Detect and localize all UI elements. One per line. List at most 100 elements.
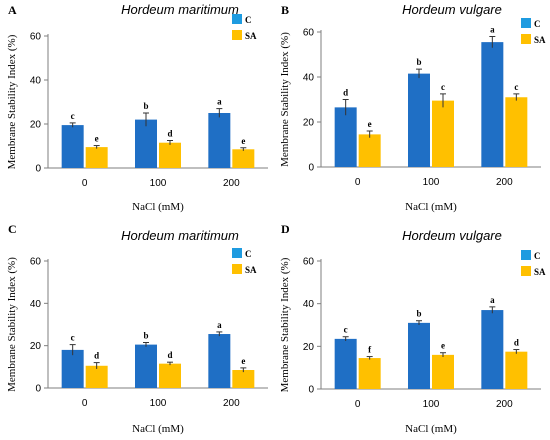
- significance-letter: b: [143, 330, 148, 340]
- legend-label-c: C: [245, 249, 252, 259]
- chart-panel-b: B Hordeum vulgare 0 20 40 60 Membrane Stabilit…: [279, 2, 546, 213]
- significance-letter: a: [217, 320, 222, 330]
- bar-c: [481, 42, 504, 167]
- x-tick-label: 200: [223, 178, 240, 189]
- legend-swatch-sa: [232, 264, 242, 274]
- chart-title: Hordeum maritimum: [121, 228, 239, 243]
- panel-label: A: [8, 3, 17, 17]
- x-tick-label: 100: [423, 399, 440, 410]
- y-axis-label: Membrane Stability Index (%): [279, 257, 291, 392]
- significance-letter: c: [344, 325, 348, 335]
- legend-swatch-sa: [521, 266, 531, 276]
- bar-sa: [159, 142, 181, 168]
- legend-swatch-sa: [521, 34, 531, 44]
- y-axis-label: Membrane Stability Index (%): [6, 34, 18, 169]
- x-tick-label: 100: [150, 178, 167, 189]
- x-tick-label: 0: [82, 178, 88, 189]
- significance-letter: a: [490, 25, 495, 35]
- significance-letter: d: [167, 129, 172, 139]
- y-tick-label: 60: [30, 32, 42, 43]
- x-tick-label: 200: [496, 399, 513, 410]
- bar-c: [408, 73, 430, 167]
- bar-c: [135, 119, 157, 168]
- significance-letter: d: [167, 350, 172, 360]
- legend-label-c: C: [534, 19, 541, 29]
- significance-letter: e: [95, 134, 99, 144]
- y-tick-label: 0: [308, 163, 314, 174]
- significance-letter: e: [441, 341, 445, 351]
- significance-letter: b: [416, 57, 421, 67]
- bar-sa: [85, 147, 108, 168]
- bar-c: [61, 125, 84, 168]
- chart-title: Hordeum maritimum: [121, 2, 239, 17]
- legend-swatch-c: [232, 248, 242, 258]
- bar-sa: [232, 149, 255, 168]
- significance-letter: b: [143, 101, 148, 111]
- y-tick-label: 20: [303, 342, 315, 353]
- x-tick-label: 0: [355, 399, 361, 410]
- y-tick-label: 60: [30, 257, 42, 268]
- x-tick-label: 0: [82, 398, 88, 409]
- bar-sa: [358, 134, 381, 167]
- chart-title: Hordeum vulgare: [402, 228, 502, 243]
- x-tick-label: 100: [423, 177, 440, 188]
- x-axis-label: NaCl (mM): [405, 201, 457, 213]
- legend-label-sa: SA: [245, 31, 257, 41]
- significance-letter: d: [94, 351, 99, 361]
- bar-c: [334, 338, 357, 389]
- y-tick-label: 40: [30, 299, 42, 310]
- chart-title: Hordeum vulgare: [402, 2, 502, 17]
- chart-panel-a: A Hordeum maritimum 0 20 40 60 Membrane Stabil…: [6, 2, 268, 213]
- y-tick-label: 60: [303, 28, 315, 39]
- significance-letter: f: [368, 345, 372, 355]
- legend-label-c: C: [245, 15, 252, 25]
- legend-label-sa: SA: [245, 265, 257, 275]
- bar-sa: [432, 100, 454, 167]
- bar-c: [334, 107, 357, 167]
- legend-label-sa: SA: [534, 267, 546, 277]
- y-tick-label: 40: [30, 76, 42, 87]
- bar-sa: [159, 363, 181, 388]
- legend-swatch-c: [232, 14, 242, 24]
- bar-sa: [432, 354, 454, 389]
- bar-c: [61, 349, 84, 388]
- significance-letter: c: [441, 82, 445, 92]
- bar-c: [135, 344, 157, 388]
- y-tick-label: 0: [35, 164, 41, 175]
- bar-sa: [505, 97, 528, 167]
- legend-label-sa: SA: [534, 35, 546, 45]
- bar-c: [408, 322, 430, 389]
- significance-letter: c: [71, 111, 75, 121]
- bar-sa: [505, 351, 528, 389]
- y-tick-label: 40: [303, 299, 315, 310]
- significance-letter: c: [514, 82, 518, 92]
- x-axis-label: NaCl (mM): [405, 423, 457, 435]
- y-tick-label: 20: [30, 120, 42, 131]
- y-axis-label: Membrane Stability Index (%): [6, 257, 18, 392]
- y-tick-label: 20: [303, 118, 315, 129]
- y-tick-label: 60: [303, 257, 315, 268]
- chart-panel-c: C Hordeum maritimum 0 20 40 60 Membrane Stabil…: [6, 222, 268, 435]
- x-axis-label: NaCl (mM): [132, 423, 184, 435]
- panel-label: C: [8, 222, 17, 236]
- x-axis-label: NaCl (mM): [132, 201, 184, 213]
- legend-swatch-sa: [232, 30, 242, 40]
- significance-letter: a: [217, 97, 222, 107]
- x-tick-label: 100: [150, 398, 167, 409]
- significance-letter: c: [71, 333, 75, 343]
- significance-letter: d: [514, 338, 519, 348]
- bar-c: [481, 310, 504, 389]
- y-tick-label: 0: [35, 384, 41, 395]
- bar-c: [208, 334, 231, 388]
- legend-swatch-c: [521, 18, 531, 28]
- y-tick-label: 20: [30, 341, 42, 352]
- x-tick-label: 0: [355, 177, 361, 188]
- x-tick-label: 200: [496, 177, 513, 188]
- significance-letter: e: [241, 356, 245, 366]
- panel-label: B: [281, 3, 289, 17]
- y-axis-label: Membrane Stability Index (%): [279, 32, 291, 167]
- y-tick-label: 40: [303, 73, 315, 84]
- chart-panel-d: D Hordeum vulgare 0 20 40 60 Membrane Stabilit…: [279, 222, 546, 435]
- significance-letter: d: [343, 88, 348, 98]
- bar-sa: [85, 365, 108, 388]
